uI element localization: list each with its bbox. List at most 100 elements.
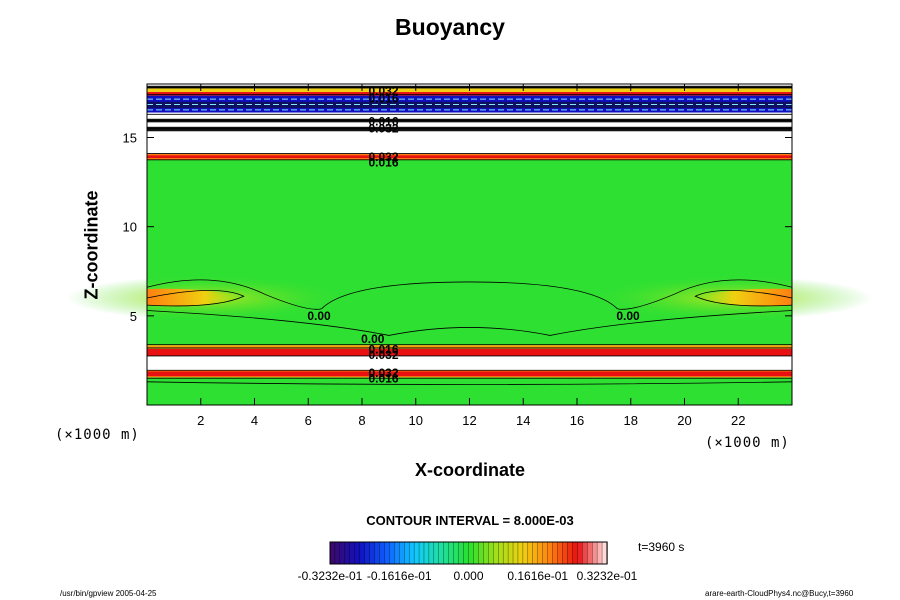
x-tick-label: 22 <box>731 413 745 428</box>
x-tick-label: 18 <box>624 413 638 428</box>
plot-area <box>66 84 873 405</box>
colorbar-cell <box>532 541 539 565</box>
colorbar-cell <box>404 541 410 565</box>
colorbar-cell <box>448 541 455 565</box>
colorbar-cell <box>369 541 376 565</box>
colorbar-cell <box>522 541 529 565</box>
colorbar-cell <box>413 541 420 565</box>
colorbar-cell <box>483 541 489 565</box>
contour-label: 0.00 <box>616 309 640 323</box>
band-upper-navy <box>147 101 792 109</box>
colorbar-cell <box>359 541 366 565</box>
colorbar-cell <box>473 541 480 565</box>
contour-label: 0.032 <box>368 366 398 380</box>
footer-left: /usr/bin/gpview 2005-04-25 <box>60 589 157 598</box>
colorbar-cell <box>463 541 470 565</box>
band-lower-2 <box>147 371 792 377</box>
x-tick-label: 10 <box>409 413 423 428</box>
colorbar-cell <box>537 541 544 565</box>
colorbar-cell <box>512 541 519 565</box>
x-tick-label: 16 <box>570 413 584 428</box>
contour-label: 0.032 <box>368 150 398 164</box>
contour-label: 0.00 <box>361 332 385 346</box>
contour-labels: 0.00 0.000.000.0160.0320.0320.0160.0320.0… <box>307 84 640 385</box>
contour-lower-wave <box>146 310 793 336</box>
y-tick-label: 10 <box>123 220 137 235</box>
band-upper-2 <box>147 155 792 159</box>
y-tick-label: 5 <box>130 309 137 324</box>
contour-left-outer <box>146 279 322 310</box>
colorbar-cell <box>507 541 514 565</box>
colorbar-cell <box>547 541 554 565</box>
colorbar-cell <box>592 541 598 565</box>
colorbar-cell <box>379 541 386 565</box>
colorbar-cell <box>399 541 405 565</box>
contour-label: 0.016 <box>368 155 398 169</box>
colorbar-cell <box>458 541 465 565</box>
colorbar-cell <box>423 541 430 565</box>
contour-label: 0.00 <box>307 309 331 323</box>
chart-title: Buoyancy <box>395 14 505 40</box>
time-label: t=3960 s <box>638 540 685 554</box>
colorbar-cell <box>374 541 381 565</box>
band-upper-red <box>147 92 792 96</box>
x-tick-label: 2 <box>197 413 204 428</box>
colorbar-cell <box>349 541 356 565</box>
x-tick-label: 12 <box>462 413 476 428</box>
contour-bottom <box>146 381 793 385</box>
contour-label: 0.016 <box>368 343 398 357</box>
contour-interval: CONTOUR INTERVAL = 8.000E-03 <box>366 513 574 528</box>
warm-blob-right <box>695 288 792 306</box>
colorbar-cell <box>488 541 494 565</box>
x-tick-label: 4 <box>251 413 258 428</box>
colorbar-cell <box>344 541 351 565</box>
footer-right: arare-earth-CloudPhys4.nc@Bucy,t=3960 <box>705 589 854 598</box>
colorbar-cell <box>384 541 391 565</box>
x-tick-label: 8 <box>358 413 365 428</box>
colorbar-cell <box>502 541 509 565</box>
colorbar-cell <box>498 541 504 565</box>
contour-label: 0.016 <box>368 114 398 128</box>
colorbar-cell <box>389 541 395 565</box>
colorbar-cell <box>596 541 603 565</box>
colorbar-cell <box>438 541 445 565</box>
colorbar-cell <box>582 541 588 565</box>
colorbar-cell <box>527 541 534 565</box>
colorbar-tick-label: 0.1616e-01 <box>507 569 568 583</box>
contour-label: 0.032 <box>368 122 398 136</box>
colorbar-cell <box>354 541 361 565</box>
x-tick-label: 6 <box>305 413 312 428</box>
axes: 2 4 6 8 10 12 14 16 18 20 22 5 10 15 <box>123 83 793 428</box>
x-axis-label: X-coordinate <box>414 460 525 480</box>
y-tick-label: 15 <box>123 131 137 146</box>
colorbar-cell <box>433 541 440 565</box>
y-axis-label: Z-coordinate <box>81 190 102 300</box>
colorbar-tick-label: -0.3232e-01 <box>298 569 363 583</box>
x-unit-left: (×1000 m) <box>55 427 140 443</box>
contour-center-dome <box>321 281 618 309</box>
colorbar-cell <box>418 541 425 565</box>
colorbar-tick-label: -0.1616e-01 <box>367 569 432 583</box>
warm-blob-left <box>147 288 244 306</box>
colorbar-tick-label: 0.000 <box>453 569 483 583</box>
colorbar-cell <box>408 541 415 565</box>
colorbar-cell <box>567 541 574 565</box>
contour-right-outer <box>617 279 793 310</box>
colorbar-cell <box>453 541 460 565</box>
band-lower-white <box>147 355 792 371</box>
band-upper-dark-1 <box>147 126 792 132</box>
contour-left-inner <box>146 290 245 307</box>
colorbar-cell <box>394 541 400 565</box>
colorbar: -0.3232e-01 -0.1616e-01 0.000 0.1616e-01 0.3… <box>298 541 638 583</box>
band-lower-3 <box>147 348 792 356</box>
colorbar-cell <box>577 541 583 565</box>
colorbar-cell <box>517 541 524 565</box>
contour-label: 0.032 <box>368 84 398 98</box>
colorbar-frame <box>329 541 608 565</box>
x-tick-label: 14 <box>516 413 530 428</box>
colorbar-cell <box>334 541 341 565</box>
colorbar-cell <box>443 541 450 565</box>
colorbar-cell <box>562 541 569 565</box>
colorbar-cell <box>542 541 549 565</box>
